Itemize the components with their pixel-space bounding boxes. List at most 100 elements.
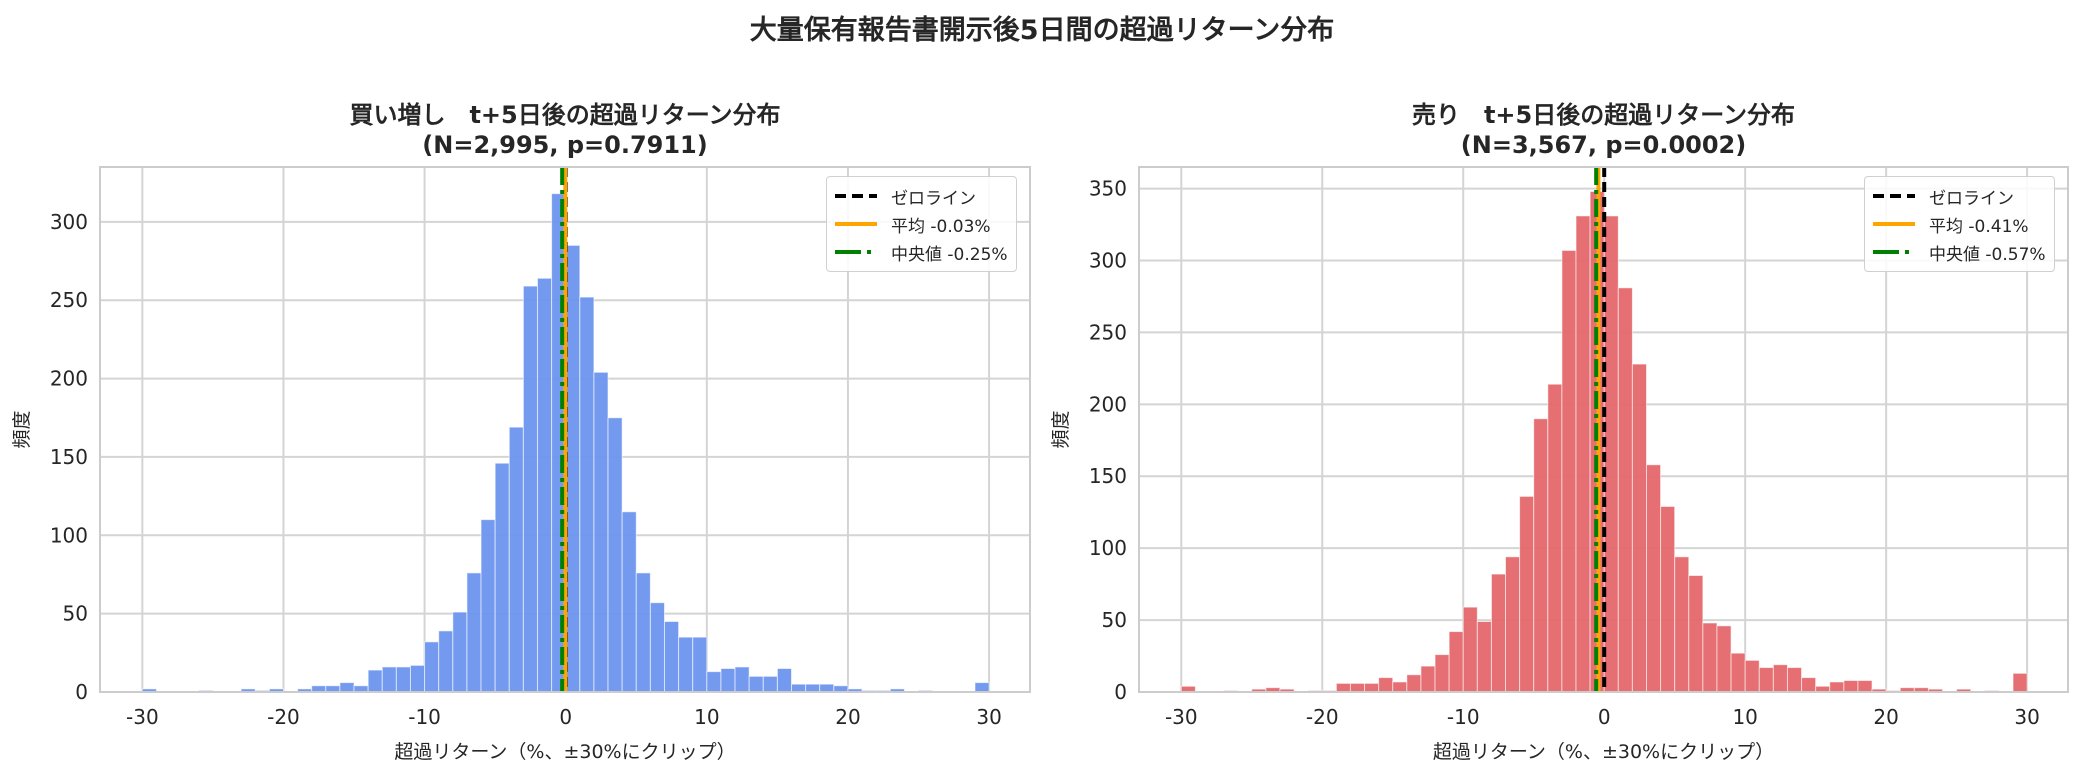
x-tick-label: -10 bbox=[408, 705, 441, 729]
x-tick-label: -30 bbox=[126, 705, 159, 729]
x-tick-label: 30 bbox=[976, 705, 1001, 729]
dashdot-line-icon bbox=[1873, 250, 1915, 254]
legend-item-mean: 平均 -0.03% bbox=[835, 210, 1008, 238]
histogram-bar bbox=[1730, 652, 1746, 693]
y-tick-label: 300 bbox=[1089, 248, 1127, 272]
dashed-line-icon bbox=[1873, 194, 1915, 198]
histogram-bar bbox=[1674, 556, 1690, 693]
y-tick-label: 50 bbox=[1102, 608, 1127, 632]
histogram-bar bbox=[1575, 215, 1591, 693]
histogram-bar bbox=[1378, 677, 1394, 693]
histogram-bar bbox=[1857, 679, 1873, 693]
chart-title-sell: 売り t+5日後の超過リターン分布 (N=3,567, p=0.0002) bbox=[1139, 100, 2068, 160]
chart-title-buy: 買い増し t+5日後の超過リターン分布 (N=2,995, p=0.7911) bbox=[100, 100, 1030, 160]
y-tick-label: 0 bbox=[75, 680, 88, 704]
y-tick-label: 100 bbox=[50, 523, 88, 547]
histogram-bar bbox=[1645, 464, 1662, 693]
y-tick-label: 250 bbox=[1089, 320, 1127, 344]
y-axis-label: 頻度 bbox=[11, 410, 33, 448]
histogram-bar bbox=[1744, 659, 1760, 693]
y-tick-label: 50 bbox=[63, 602, 88, 626]
chart-title-line2: (N=2,995, p=0.7911) bbox=[422, 131, 708, 159]
legend-label: 平均 -0.41% bbox=[1929, 216, 2029, 237]
histogram-bar bbox=[1547, 383, 1563, 693]
histogram-bar bbox=[1490, 573, 1507, 693]
histogram-bar bbox=[1688, 574, 1704, 693]
histogram-bar bbox=[2012, 672, 2028, 693]
solid-line-icon bbox=[835, 222, 877, 226]
x-tick-label: -30 bbox=[1165, 705, 1198, 729]
histogram-bar bbox=[1434, 654, 1450, 693]
histogram-bar bbox=[1364, 682, 1380, 693]
chart-title-line2: (N=3,567, p=0.0002) bbox=[1460, 131, 1747, 159]
y-tick-label: 0 bbox=[1114, 680, 1127, 704]
x-tick-label: 20 bbox=[1873, 705, 1898, 729]
y-tick-label: 100 bbox=[1089, 536, 1127, 560]
x-tick-label: 0 bbox=[559, 705, 572, 729]
histogram-bar bbox=[1349, 682, 1366, 693]
histogram-bar bbox=[1758, 667, 1774, 693]
histogram-bar bbox=[1561, 249, 1577, 693]
y-tick-label: 150 bbox=[1089, 464, 1127, 488]
chart-title-line1: 売り t+5日後の超過リターン分布 bbox=[1411, 101, 1796, 129]
x-tick-label: 20 bbox=[835, 705, 860, 729]
y-axis-label: 頻度 bbox=[1050, 410, 1072, 448]
y-tick-label: 300 bbox=[50, 210, 88, 234]
axes-frame bbox=[99, 166, 1031, 693]
histogram-bar bbox=[1660, 505, 1676, 693]
legend-label: 中央値 -0.57% bbox=[1929, 244, 2046, 265]
y-tick-label: 200 bbox=[50, 367, 88, 391]
histogram-bar bbox=[1786, 667, 1803, 693]
legend-item-zero-line: ゼロライン bbox=[1873, 182, 2046, 210]
x-tick-label: -20 bbox=[1306, 705, 1339, 729]
x-axis-label: 超過リターン（%、±30%にクリップ） bbox=[394, 741, 735, 763]
histogram-bar bbox=[1476, 621, 1492, 693]
legend-label: 平均 -0.03% bbox=[891, 216, 991, 237]
y-tick-label: 150 bbox=[50, 445, 88, 469]
dashed-line-icon bbox=[835, 194, 877, 198]
x-tick-label: -20 bbox=[267, 705, 300, 729]
axes-frame bbox=[1138, 166, 2069, 693]
histogram-bar bbox=[1843, 679, 1859, 693]
histogram-bar bbox=[1617, 287, 1633, 693]
figure-title: 大量保有報告書開示後5日間の超過リターン分布 bbox=[749, 15, 1335, 46]
x-tick-label: 30 bbox=[2014, 705, 2039, 729]
chart-panel-buy: 買い増し t+5日後の超過リターン分布 (N=2,995, p=0.7911) … bbox=[11, 100, 1031, 763]
histogram-bar bbox=[1772, 664, 1788, 693]
legend-label: 中央値 -0.25% bbox=[891, 244, 1008, 265]
x-tick-label: -10 bbox=[1447, 705, 1480, 729]
legend-buy: ゼロライン 平均 -0.03% 中央値 -0.25% bbox=[826, 176, 1017, 272]
legend-sell: ゼロライン 平均 -0.41% 中央値 -0.57% bbox=[1864, 176, 2055, 272]
histogram-bar bbox=[1448, 631, 1464, 693]
y-tick-label: 250 bbox=[50, 288, 88, 312]
legend-label: ゼロライン bbox=[891, 188, 976, 209]
histogram-bar bbox=[1505, 556, 1521, 693]
legend-item-median: 中央値 -0.57% bbox=[1873, 238, 2046, 266]
y-tick-label: 350 bbox=[1089, 177, 1127, 201]
x-axis-label: 超過リターン（%、±30%にクリップ） bbox=[1433, 741, 1774, 763]
histogram-buy: 0 50 100 150 200 250 300 -30 -20 -10 0 10 20 30 超過リターン… bbox=[11, 166, 1031, 763]
legend-item-zero-line: ゼロライン bbox=[835, 182, 1008, 210]
histogram-bar bbox=[1462, 606, 1478, 693]
histogram-bar bbox=[1519, 495, 1535, 693]
y-tick-label: 200 bbox=[1089, 392, 1127, 416]
x-tick-label: 0 bbox=[1598, 705, 1611, 729]
chart-title-line1: 買い増し t+5日後の超過リターン分布 bbox=[349, 101, 781, 129]
legend-item-median: 中央値 -0.25% bbox=[835, 238, 1008, 266]
histogram-bar bbox=[1533, 418, 1549, 693]
histogram-bar bbox=[1702, 622, 1718, 693]
legend-label: ゼロライン bbox=[1929, 188, 2014, 209]
histogram-bar bbox=[1420, 665, 1436, 693]
x-tick-label: 10 bbox=[1732, 705, 1757, 729]
legend-item-mean: 平均 -0.41% bbox=[1873, 210, 2046, 238]
histogram-bar bbox=[1801, 677, 1817, 693]
histogram-bar bbox=[1829, 681, 1845, 693]
histogram-bar bbox=[1406, 674, 1422, 693]
solid-line-icon bbox=[1873, 222, 1915, 226]
histogram-bar bbox=[1716, 625, 1732, 693]
histogram-bar bbox=[1335, 682, 1351, 693]
histogram-bar bbox=[1392, 681, 1408, 693]
dashdot-line-icon bbox=[835, 250, 877, 254]
